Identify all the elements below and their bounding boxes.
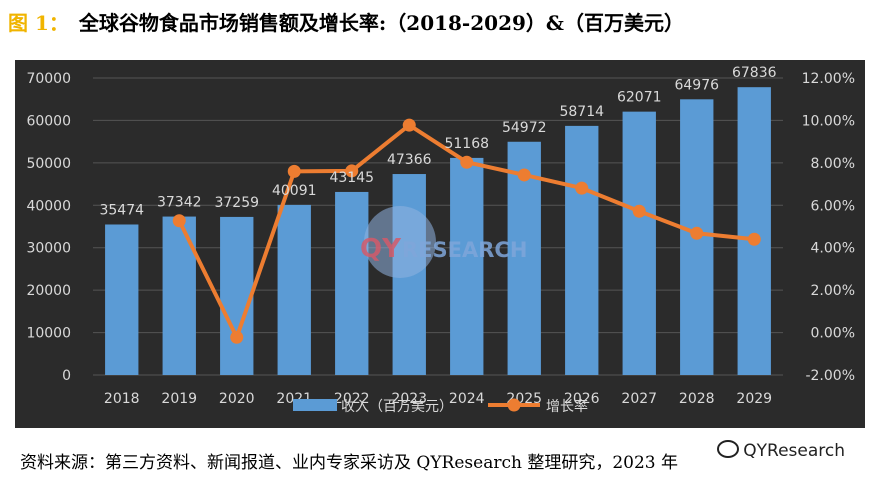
x-tick-label: 2026 <box>564 391 600 407</box>
watermark-logo: QY RESEARCH <box>360 206 527 278</box>
x-tick-label: 2023 <box>391 391 427 407</box>
y-left-tick-label: 60000 <box>26 113 71 129</box>
x-tick-label: 2019 <box>161 391 197 407</box>
bar-data-label: 37259 <box>214 195 259 211</box>
data-labels: 35474 37342 37259 40091 43145 47366 51168 54972… <box>99 65 776 218</box>
bar-data-label: 58714 <box>559 104 604 120</box>
bar-series <box>105 87 771 376</box>
y-right-tick-label: 6.00% <box>811 198 855 214</box>
x-tick-label: 2022 <box>334 391 370 407</box>
bar <box>450 157 484 375</box>
bar <box>565 125 599 375</box>
bar-data-label: 37342 <box>157 195 202 211</box>
bar <box>277 204 311 375</box>
y-left-tick-label: 10000 <box>26 326 71 342</box>
bar-data-label: 51168 <box>444 136 489 152</box>
y-left-tick-label: 0 <box>62 368 71 384</box>
y-left-tick-label: 20000 <box>26 283 71 299</box>
legend-line-label: 增长率 <box>546 398 588 415</box>
chart-svg: QY RESEARCH 35474 37342 37259 40091 43145 4736… <box>26 65 855 415</box>
chart-title: 图 1： 全球谷物食品市场销售额及增长率:（2018-2029）&（百万美元） <box>8 6 868 40</box>
corner-watermark-text: QYResearch <box>743 441 845 461</box>
line-point <box>632 204 646 218</box>
line-point <box>575 181 589 195</box>
bar-data-label: 43145 <box>329 170 374 186</box>
bar-data-label: 47366 <box>387 152 432 168</box>
line-point <box>172 214 186 228</box>
y-left-tick-label: 30000 <box>26 241 71 257</box>
y-left-tick-label: 40000 <box>26 198 71 214</box>
line-point <box>402 118 416 132</box>
bar <box>622 111 656 376</box>
legend-line-marker <box>507 398 521 412</box>
bar <box>220 216 254 375</box>
bar-data-label: 35474 <box>99 202 144 218</box>
y-right-tick-label: 10.00% <box>802 113 855 129</box>
watermark-research: RESEARCH <box>402 238 527 262</box>
line-series <box>172 118 761 344</box>
chart-area: QY RESEARCH 35474 37342 37259 40091 43145 4736… <box>15 60 865 428</box>
x-tick-label: 2018 <box>104 391 140 407</box>
y-left-tick-label: 50000 <box>26 156 71 172</box>
line-point <box>517 168 531 182</box>
bar-data-label: 64976 <box>674 77 719 93</box>
x-tick-label: 2024 <box>449 391 485 407</box>
legend-bar-swatch <box>293 399 337 411</box>
x-tick-label: 2020 <box>219 391 255 407</box>
legend: 收入（百万美元） 增长率 <box>293 398 588 415</box>
title-text: 全球谷物食品市场销售额及增长率:（2018-2029）&（百万美元） <box>78 11 684 35</box>
y-right-tick-label: 8.00% <box>811 156 855 172</box>
wechat-icon <box>717 440 740 458</box>
y-right-tick-label: 4.00% <box>811 241 855 257</box>
source-note: 资料来源：第三方资料、新闻报道、业内专家采访及 QYResearch 整理研究，… <box>20 453 679 473</box>
line-point <box>230 330 244 344</box>
figure-label: 图 1： <box>8 11 69 35</box>
y-right-tick-label: 2.00% <box>811 283 855 299</box>
bar-data-label: 67836 <box>732 65 777 81</box>
bar-data-label: 40091 <box>272 183 317 199</box>
line-point <box>345 164 359 178</box>
legend-bar-label: 收入（百万美元） <box>341 399 453 415</box>
globe-icon <box>364 206 436 278</box>
bar <box>335 191 369 375</box>
line-point <box>690 226 704 240</box>
y-left-tick-label: 70000 <box>26 71 71 87</box>
bar-data-label: 62071 <box>617 90 662 106</box>
line-point <box>460 155 474 169</box>
bar <box>105 224 139 375</box>
corner-watermark: QYResearch <box>713 440 849 461</box>
axes: 0 10000 20000 30000 40000 50000 60000 70000 -2.0… <box>26 71 855 407</box>
y-right-tick-label: -2.00% <box>805 368 855 384</box>
bar-data-label: 54972 <box>502 120 547 136</box>
line-point <box>747 232 761 246</box>
x-tick-label: 2027 <box>621 391 657 407</box>
y-right-tick-label: 12.00% <box>802 71 855 87</box>
line-point <box>287 164 301 178</box>
x-tick-label: 2029 <box>736 391 772 407</box>
watermark-qy: QY <box>360 234 402 264</box>
x-tick-label: 2028 <box>679 391 715 407</box>
y-right-tick-label: 0.00% <box>811 326 855 342</box>
bar <box>737 87 771 375</box>
grid-lines <box>93 77 783 376</box>
